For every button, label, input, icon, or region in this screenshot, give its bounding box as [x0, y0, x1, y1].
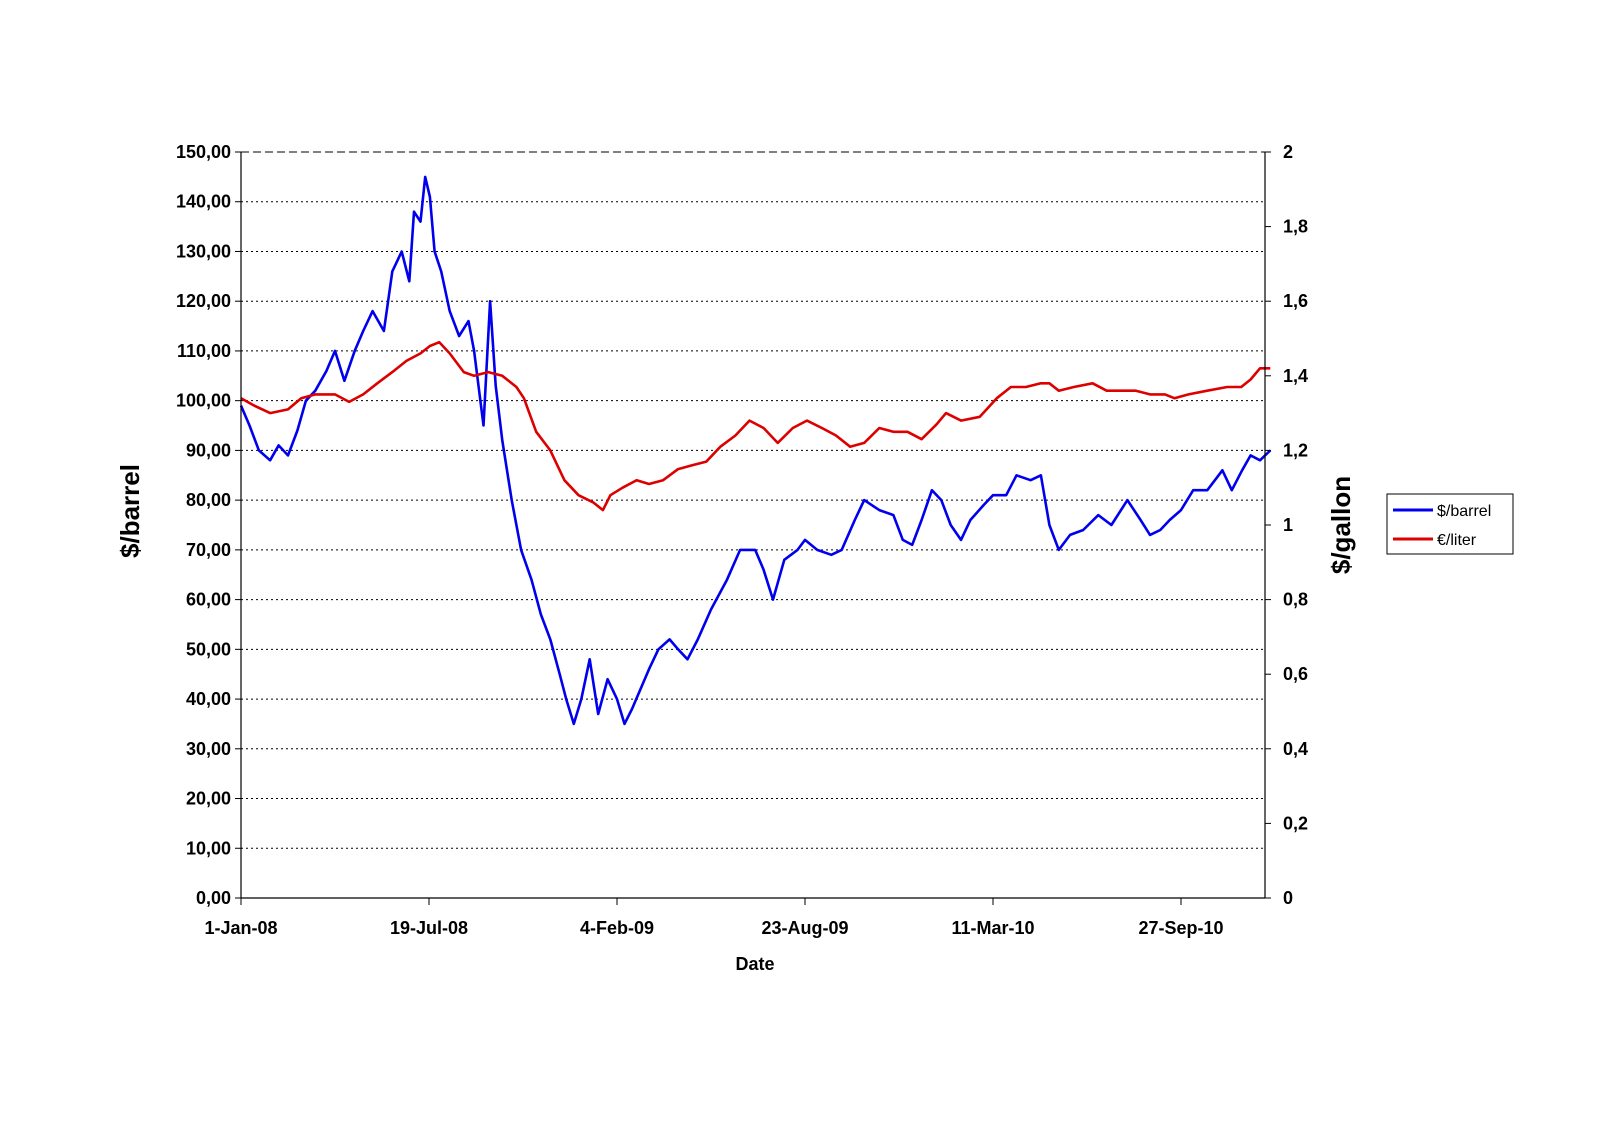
legend: $/barrel €/liter	[1386, 493, 1514, 555]
y2-tick-label: 1,4	[1283, 366, 1308, 386]
y-tick-label: 150,00	[176, 142, 231, 162]
x-axis-title: Date	[735, 954, 774, 974]
y-tick-label: 20,00	[186, 789, 231, 809]
x-tick-label: 23-Aug-09	[761, 918, 848, 938]
y-tick-label: 70,00	[186, 540, 231, 560]
y2-axis-ticks: 0 0,2 0,4 0,6 0,8 1 1,2 1,4 1,6 1,8 2	[1265, 142, 1308, 908]
y-tick-label: 80,00	[186, 490, 231, 510]
y2-tick-label: 0	[1283, 888, 1293, 908]
y-tick-label: 0,00	[196, 888, 231, 908]
x-tick-label: 4-Feb-09	[580, 918, 654, 938]
y2-tick-label: 0,2	[1283, 813, 1308, 833]
y-tick-label: 90,00	[186, 440, 231, 460]
y2-tick-label: 0,8	[1283, 590, 1308, 610]
y-tick-label: 60,00	[186, 590, 231, 610]
legend-box	[1386, 493, 1514, 555]
x-axis-ticks: 1-Jan-08 19-Jul-08 4-Feb-09 23-Aug-09 11-Mar…	[204, 898, 1224, 938]
series-line-liter	[240, 340, 1271, 512]
y-tick-label: 120,00	[176, 291, 231, 311]
y-tick-label: 10,00	[186, 838, 231, 858]
y-axis-title: $/barrel	[115, 464, 145, 558]
y-tick-label: 110,00	[177, 341, 231, 361]
y2-tick-label: 0,4	[1283, 739, 1308, 759]
y-tick-label: 50,00	[186, 639, 231, 659]
x-tick-label: 1-Jan-08	[204, 918, 277, 938]
y2-tick-label: 1,2	[1283, 440, 1308, 460]
y-tick-label: 100,00	[176, 391, 231, 411]
legend-label-liter: €/liter	[1437, 532, 1477, 549]
y-tick-label: 140,00	[176, 192, 231, 212]
gridlines	[241, 151, 1265, 849]
y2-tick-label: 1	[1283, 515, 1293, 535]
series-group	[239, 175, 1272, 726]
y2-tick-label: 2	[1283, 142, 1293, 162]
x-tick-label: 11-Mar-10	[951, 918, 1034, 938]
y2-tick-label: 1,6	[1283, 291, 1308, 311]
y-axis-ticks: 0,00 10,00 20,00 30,00 40,00 50,00 60,00 70,00 8…	[176, 142, 241, 908]
y-tick-label: 130,00	[176, 241, 231, 261]
x-tick-label: 19-Jul-08	[390, 918, 468, 938]
y2-tick-label: 0,6	[1283, 664, 1308, 684]
x-tick-label: 27-Sep-10	[1138, 918, 1223, 938]
y-tick-label: 40,00	[186, 689, 231, 709]
series-line-barrel	[239, 175, 1272, 726]
y2-tick-label: 1,8	[1283, 217, 1308, 237]
y2-axis-title: $/gallon	[1326, 476, 1356, 574]
y-tick-label: 30,00	[186, 739, 231, 759]
legend-label-barrel: $/barrel	[1437, 503, 1491, 520]
